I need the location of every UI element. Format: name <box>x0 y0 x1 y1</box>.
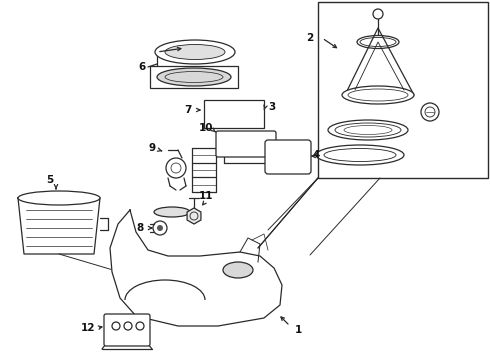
Ellipse shape <box>18 191 100 205</box>
Ellipse shape <box>328 120 408 140</box>
Text: 8: 8 <box>136 223 144 233</box>
Bar <box>204 100 264 128</box>
Bar <box>318 2 488 178</box>
Text: 9: 9 <box>148 143 155 153</box>
FancyBboxPatch shape <box>104 314 150 346</box>
Text: 5: 5 <box>47 175 53 185</box>
FancyBboxPatch shape <box>216 131 276 157</box>
Polygon shape <box>110 210 282 326</box>
Ellipse shape <box>157 68 231 86</box>
FancyBboxPatch shape <box>265 140 311 174</box>
Text: 1: 1 <box>294 325 302 335</box>
Ellipse shape <box>165 45 225 59</box>
Ellipse shape <box>342 86 414 104</box>
Bar <box>150 66 238 88</box>
Polygon shape <box>18 198 100 254</box>
Ellipse shape <box>154 207 190 217</box>
Text: 3: 3 <box>269 102 275 112</box>
Text: 4: 4 <box>312 150 319 160</box>
Ellipse shape <box>223 262 253 278</box>
Ellipse shape <box>155 40 235 64</box>
Text: 12: 12 <box>81 323 95 333</box>
Circle shape <box>157 225 163 231</box>
Text: 11: 11 <box>199 191 213 201</box>
Text: 6: 6 <box>138 62 146 72</box>
Text: 7: 7 <box>184 105 192 115</box>
Ellipse shape <box>316 145 404 165</box>
Ellipse shape <box>357 36 399 49</box>
Text: 2: 2 <box>306 33 314 43</box>
Text: 10: 10 <box>199 123 213 133</box>
